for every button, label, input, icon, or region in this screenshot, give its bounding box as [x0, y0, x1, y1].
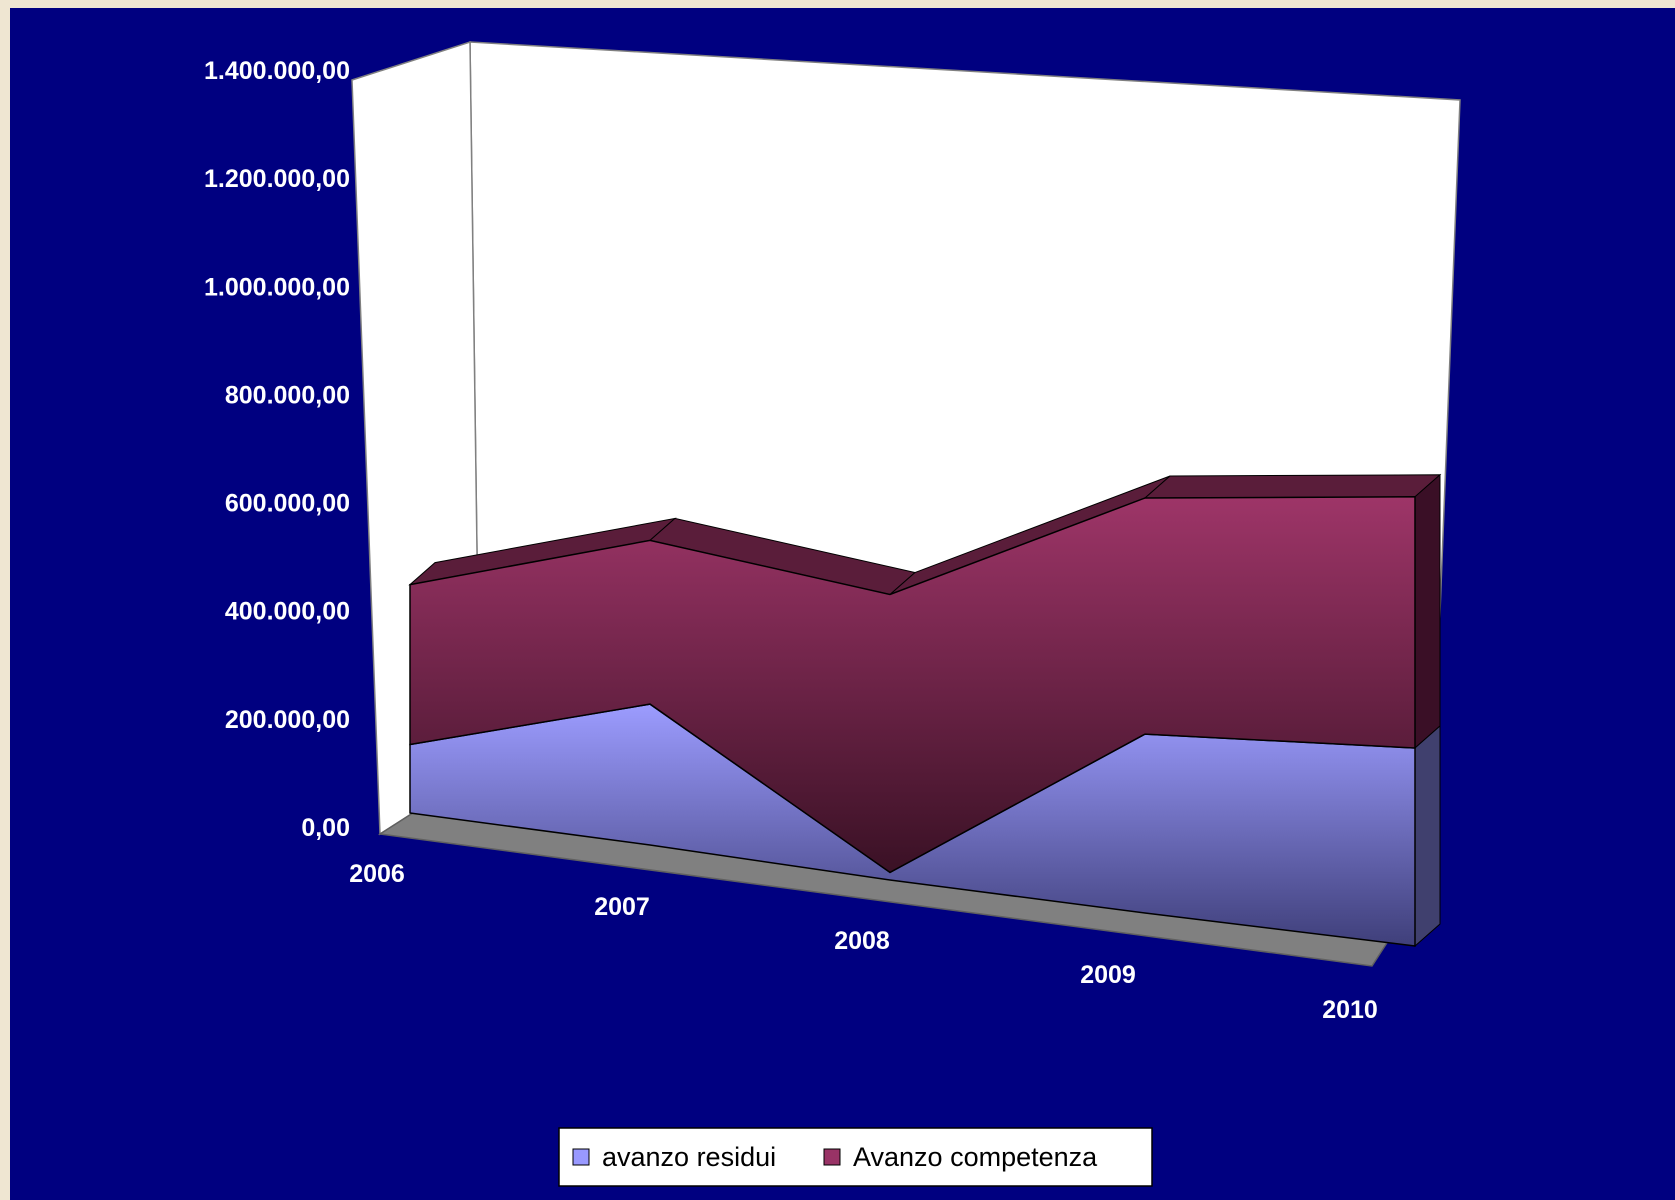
y-tick-label: 600.000,00	[225, 490, 350, 518]
legend: avanzo residui Avanzo competenza	[558, 1127, 1153, 1187]
competenza-top-3	[1143, 474, 1442, 499]
y-tick-label: 800.000,00	[225, 381, 350, 409]
series-avanzo-competenza	[409, 496, 1416, 874]
x-tick-label: 2009	[1080, 961, 1136, 989]
x-tick-label: 2008	[834, 927, 890, 955]
x-tick-label: 2010	[1322, 996, 1378, 1024]
y-tick-label: 1.000.000,00	[204, 273, 350, 301]
chart-area: 0,00 200.000,00 400.000,00 600.000,00 800.00…	[10, 8, 1675, 1200]
y-tick-label: 1.400.000,00	[204, 57, 350, 85]
y-axis-labels: 0,00 200.000,00 400.000,00 600.000,00 800.00…	[204, 57, 350, 842]
x-tick-label: 2007	[594, 893, 650, 921]
series-layer	[408, 473, 1442, 948]
legend-swatch	[823, 1148, 841, 1166]
y-tick-label: 0,00	[301, 814, 350, 842]
y-tick-label: 400.000,00	[225, 598, 350, 626]
residui-side	[1414, 724, 1441, 948]
legend-label: avanzo residui	[602, 1142, 776, 1172]
legend-swatch	[572, 1148, 590, 1166]
x-tick-label: 2006	[349, 860, 405, 888]
legend-label: Avanzo competenza	[853, 1142, 1098, 1172]
competenza-side	[1414, 473, 1441, 750]
area-chart-3d: 0,00 200.000,00 400.000,00 600.000,00 800.00…	[204, 40, 1461, 1187]
legend-box	[558, 1127, 1153, 1187]
y-tick-label: 1.200.000,00	[204, 165, 350, 193]
y-tick-label: 200.000,00	[225, 706, 350, 734]
x-axis-labels: 2006 2007 2008 2009 2010	[349, 860, 1378, 1024]
